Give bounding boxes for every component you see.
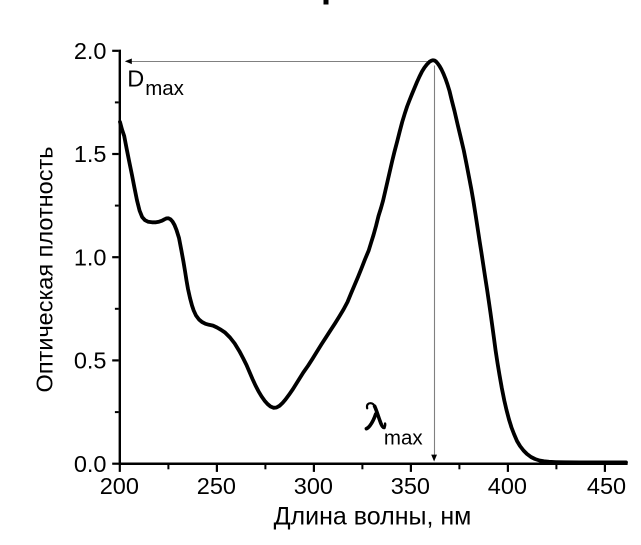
- svg-text:0.0: 0.0: [74, 451, 107, 477]
- svg-text:max: max: [384, 427, 423, 450]
- svg-text:250: 250: [197, 473, 236, 499]
- svg-text:Оптическая плотность: Оптическая плотность: [32, 147, 58, 393]
- svg-text:350: 350: [391, 473, 430, 499]
- svg-text:0.5: 0.5: [74, 348, 107, 374]
- svg-text:450: 450: [587, 473, 626, 499]
- svg-text:2.0: 2.0: [74, 38, 107, 64]
- svg-text:1.5: 1.5: [74, 141, 107, 167]
- svg-text:200: 200: [100, 473, 139, 499]
- svg-text:max: max: [145, 77, 184, 100]
- svg-text:1.0: 1.0: [74, 244, 107, 270]
- svg-text:D: D: [127, 66, 144, 92]
- svg-text:Длина волны, нм: Длина волны, нм: [274, 503, 472, 531]
- svg-text:300: 300: [294, 473, 333, 499]
- svg-text:400: 400: [488, 473, 527, 499]
